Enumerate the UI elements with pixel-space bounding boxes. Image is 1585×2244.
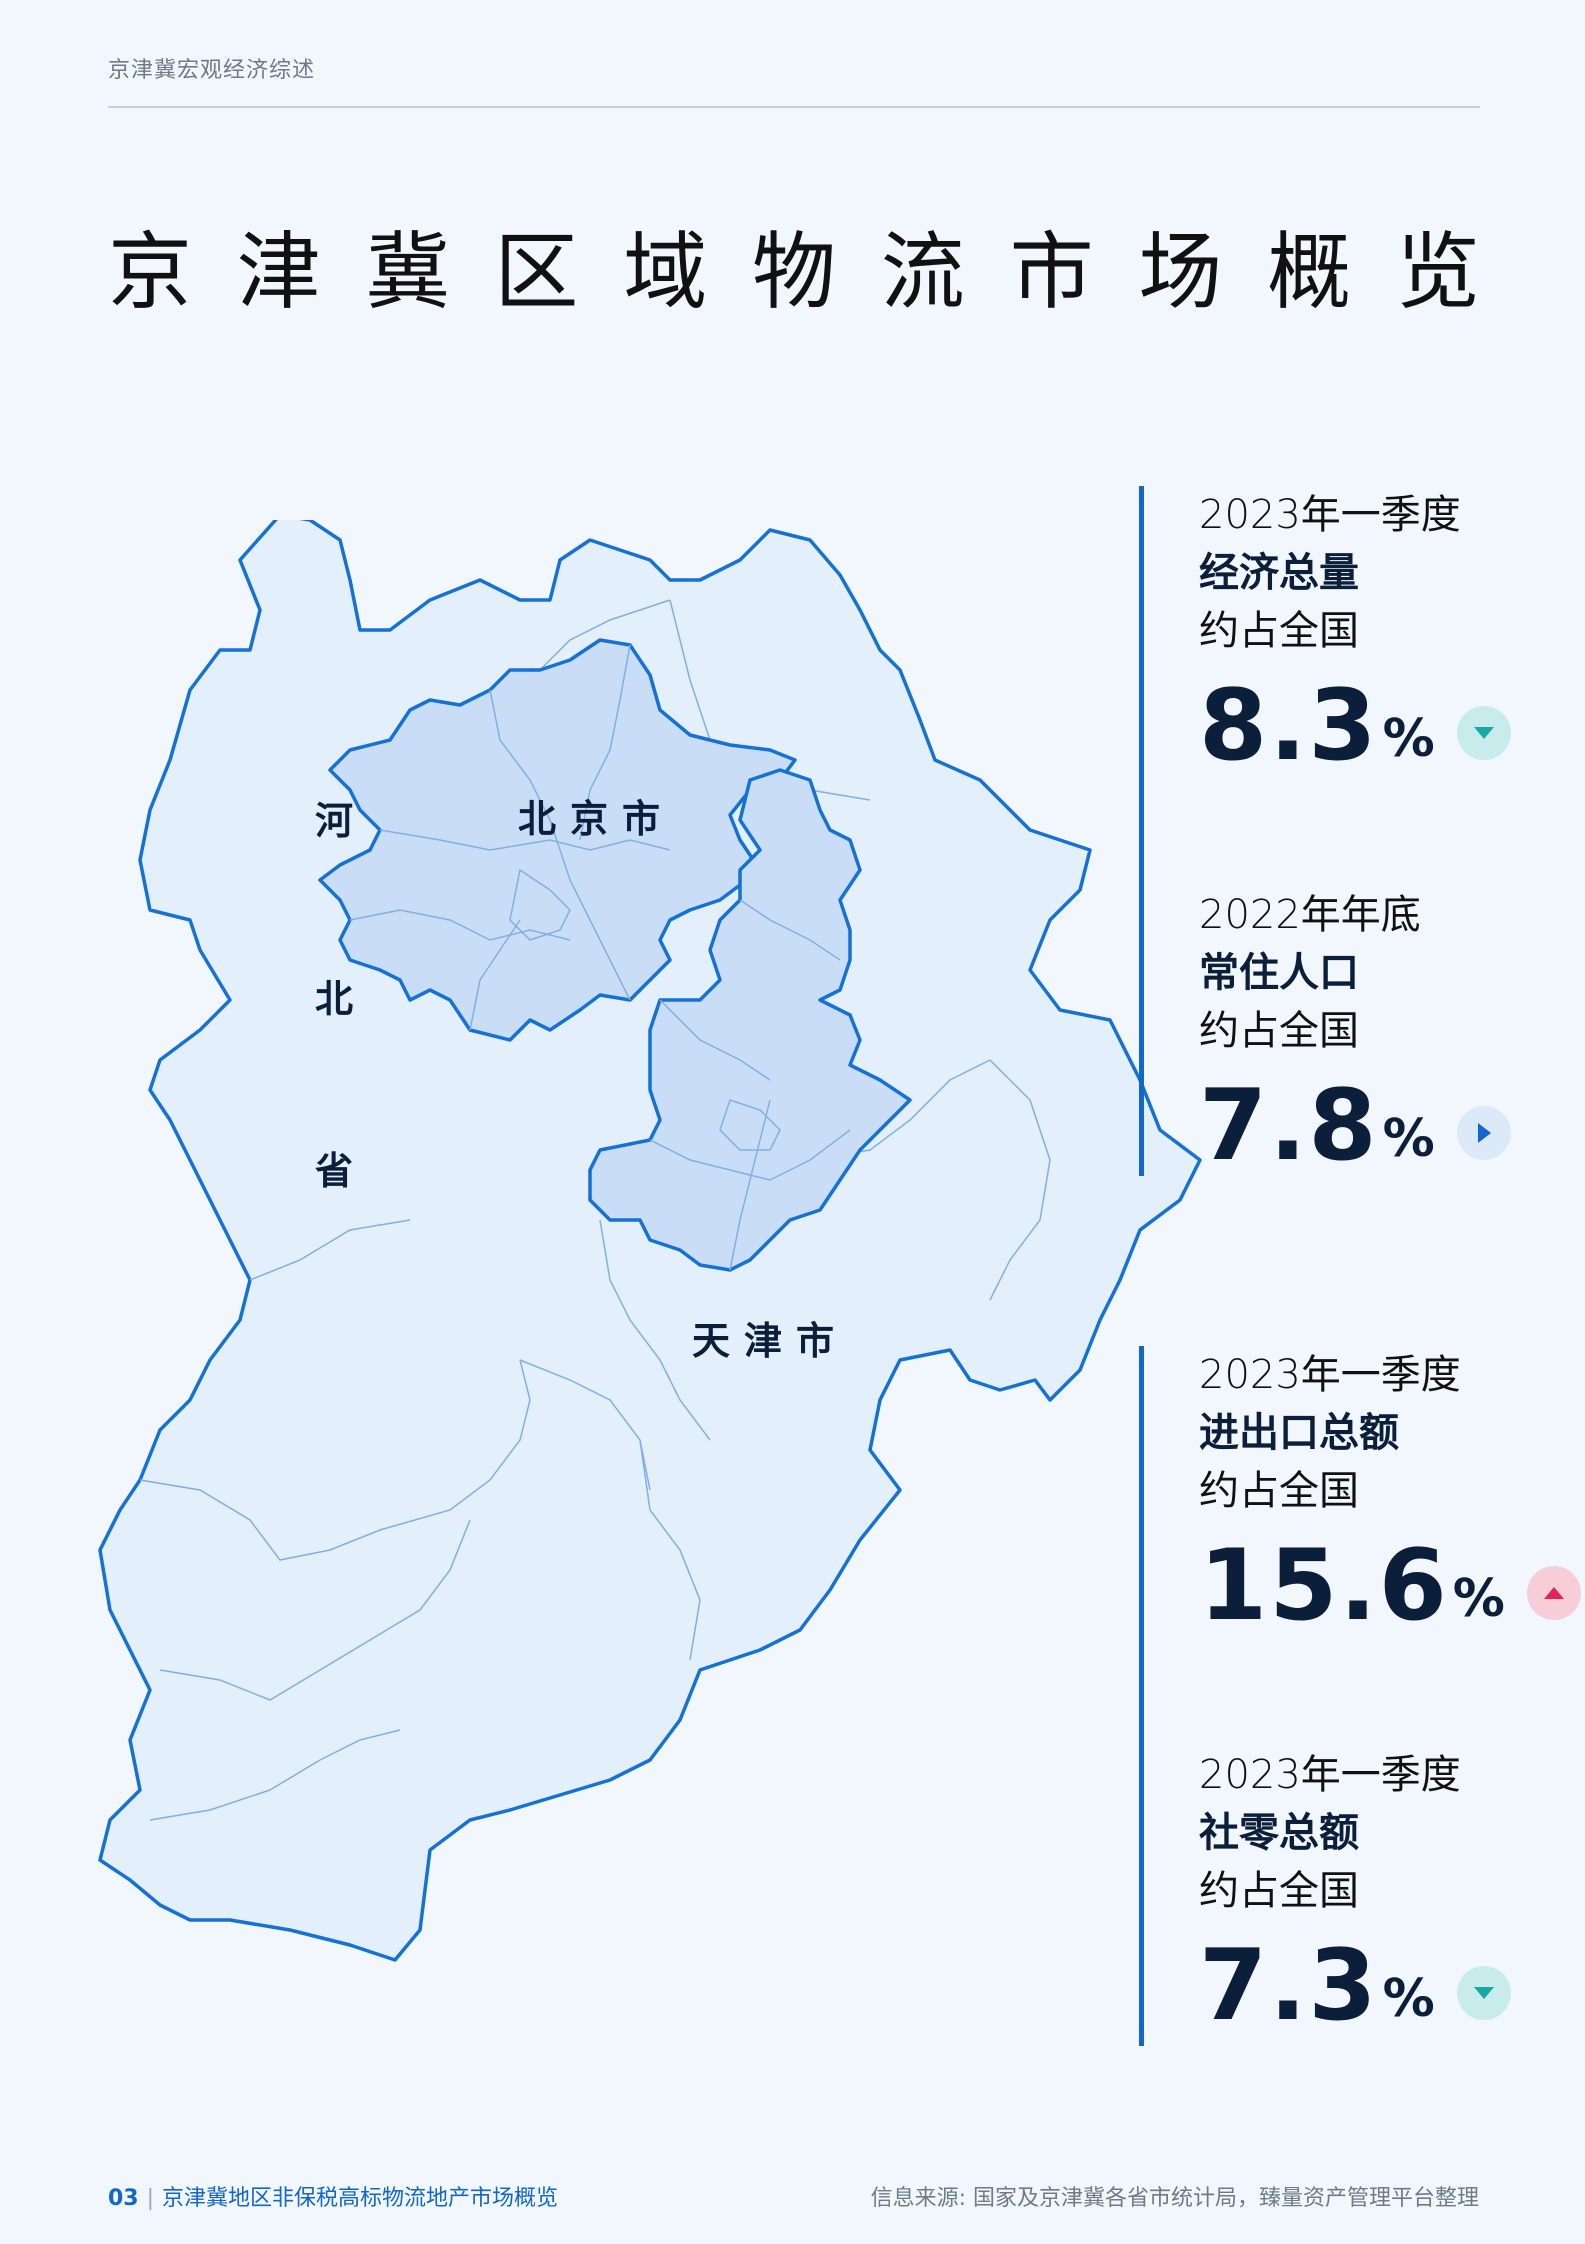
stat-accent-bar-top bbox=[1139, 486, 1144, 1176]
beijing-district-lines bbox=[349, 644, 671, 1031]
stat-card-trade: 2023年一季度 进出口总额 约占全国 15.6 % bbox=[1199, 1346, 1581, 1643]
stat-card-gdp: 2023年一季度 经济总量 约占全国 8.3 % bbox=[1199, 486, 1511, 783]
stat-value: 15.6 bbox=[1199, 1529, 1449, 1643]
stat-value: 8.3 bbox=[1199, 669, 1379, 783]
beijing-region bbox=[318, 638, 797, 1042]
stat-card-retail: 2023年一季度 社零总额 约占全国 7.3 % bbox=[1199, 1746, 1511, 2043]
stat-value-row: 8.3 % bbox=[1199, 669, 1511, 783]
map-label-beijing: 北京市 bbox=[518, 797, 675, 841]
map-label-hebei-1: 河 bbox=[315, 799, 368, 843]
stat-value-row: 7.8 % bbox=[1199, 1069, 1511, 1183]
triangle-right-icon bbox=[1456, 1106, 1511, 1160]
page-number: 03 bbox=[108, 2186, 139, 2211]
triangle-down-icon bbox=[1456, 706, 1511, 760]
stat-value-row: 15.6 % bbox=[1199, 1529, 1581, 1643]
stat-share-label: 约占全国 bbox=[1199, 1468, 1359, 1514]
stat-unit: % bbox=[1382, 1969, 1435, 2029]
title-char: 域 bbox=[623, 223, 708, 321]
tianjin-district-lines bbox=[649, 899, 851, 1271]
title-char: 概 bbox=[1267, 223, 1352, 321]
stat-value: 7.8 bbox=[1199, 1069, 1379, 1183]
title-char: 览 bbox=[1395, 223, 1480, 321]
stat-share-label: 约占全国 bbox=[1199, 1008, 1359, 1054]
stat-period: 2023年一季度 bbox=[1199, 492, 1461, 538]
footer-separator: | bbox=[146, 2186, 155, 2211]
stat-accent-bar-bottom bbox=[1139, 1346, 1144, 2046]
map-label-hebei-3: 省 bbox=[315, 1149, 368, 1193]
header-section-label: 京津冀宏观经济综述 bbox=[108, 58, 316, 83]
footer-left: 03 | 京津冀地区非保税高标物流地产市场概览 bbox=[108, 2180, 558, 2212]
stat-period: 2023年一季度 bbox=[1199, 1752, 1461, 1798]
title-char: 冀 bbox=[365, 223, 450, 321]
source-note: 信息来源: 国家及京津冀各省市统计局，臻量资产管理平台整理 bbox=[870, 2186, 1479, 2211]
title-char: 场 bbox=[1138, 223, 1223, 321]
title-char: 津 bbox=[236, 223, 321, 321]
stat-period: 2023年一季度 bbox=[1199, 1352, 1461, 1398]
map-svg bbox=[98, 513, 1202, 1962]
stat-metric: 经济总量 bbox=[1199, 550, 1359, 596]
report-title: 京津冀地区非保税高标物流地产市场概览 bbox=[162, 2186, 559, 2211]
stat-value: 7.3 bbox=[1199, 1929, 1379, 2043]
triangle-up-icon bbox=[1526, 1566, 1581, 1620]
page-title: 京 津 冀 区 域 物 流 市 场 概 览 bbox=[108, 205, 1480, 326]
stat-share-label: 约占全国 bbox=[1199, 608, 1359, 654]
title-char: 流 bbox=[880, 223, 965, 321]
stat-metric: 常住人口 bbox=[1199, 950, 1359, 996]
stat-unit: % bbox=[1382, 1109, 1435, 1169]
stat-share-label: 约占全国 bbox=[1199, 1868, 1359, 1914]
jingjinji-map: 河 北 省 北京市 天津市 bbox=[50, 513, 1220, 2040]
map-label-hebei-2: 北 bbox=[315, 977, 368, 1021]
triangle-down-icon bbox=[1456, 1966, 1511, 2020]
stat-unit: % bbox=[1382, 709, 1435, 769]
stat-unit: % bbox=[1452, 1569, 1505, 1629]
stat-card-population: 2022年年底 常住人口 约占全国 7.8 % bbox=[1199, 886, 1511, 1183]
title-char: 物 bbox=[751, 223, 836, 321]
stat-period: 2022年年底 bbox=[1199, 892, 1421, 938]
stat-metric: 进出口总额 bbox=[1199, 1410, 1399, 1456]
header-divider bbox=[108, 106, 1480, 108]
map-label-tianjin: 天津市 bbox=[692, 1319, 849, 1363]
title-char: 区 bbox=[494, 223, 579, 321]
stat-value-row: 7.3 % bbox=[1199, 1929, 1511, 2043]
stat-metric: 社零总额 bbox=[1199, 1810, 1359, 1856]
title-char: 市 bbox=[1009, 223, 1094, 321]
title-char: 京 bbox=[108, 223, 193, 321]
